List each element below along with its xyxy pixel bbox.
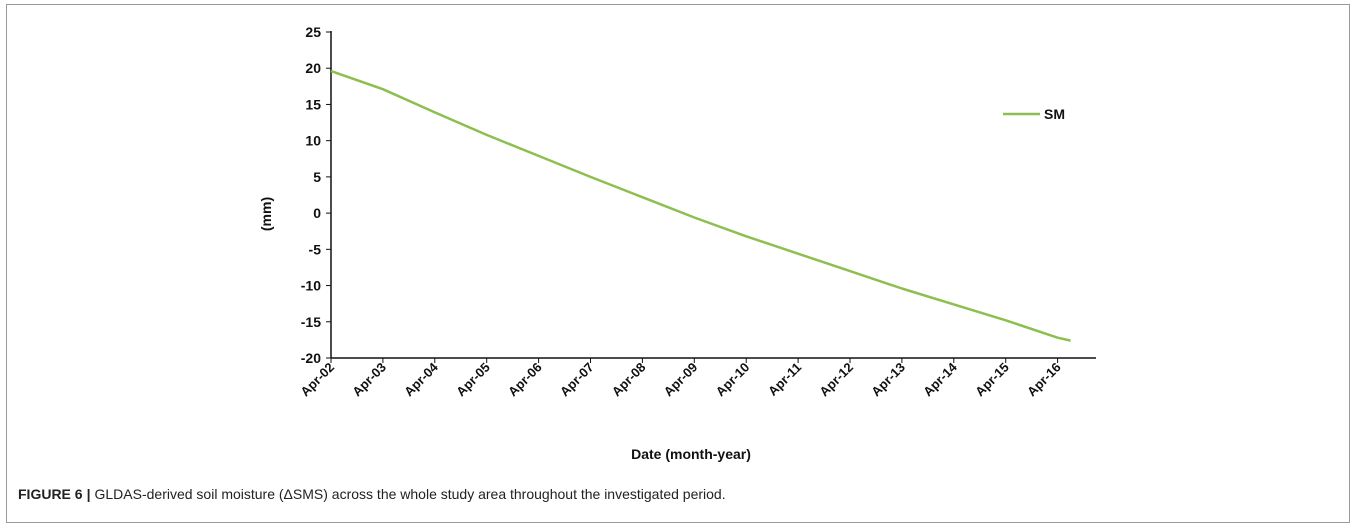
y-tick-label: 0	[313, 205, 321, 221]
x-tick-label: Apr-16	[1024, 360, 1064, 400]
y-tick-label: -5	[309, 241, 322, 257]
x-tick-label: Apr-13	[868, 360, 908, 400]
series-layer	[330, 69, 1071, 342]
x-tick-label: Apr-15	[972, 360, 1012, 400]
y-tick-label: -10	[301, 278, 321, 294]
y-tick-label: -15	[301, 314, 321, 330]
chart-axes	[326, 31, 1096, 363]
series-line-sm	[330, 69, 1071, 342]
x-tick-label: Apr-11	[765, 360, 804, 399]
caption-text: GLDAS-derived soil moisture (ΔSMS) acros…	[94, 486, 726, 502]
y-tick-label: 25	[305, 24, 321, 40]
x-tick-label: Apr-05	[453, 360, 493, 400]
figure-caption: FIGURE 6 | GLDAS-derived soil moisture (ΔS…	[18, 486, 1338, 502]
x-tick-labels: Apr-02 Apr-03 Apr-04 Apr-05 Apr-06 Apr-07 Apr-…	[297, 359, 1063, 399]
y-tick-label: -20	[301, 350, 321, 366]
y-axis-label: (mm)	[258, 197, 274, 231]
caption-separator: |	[86, 486, 91, 502]
x-axis-label: Date (month-year)	[631, 446, 751, 462]
x-tick-label: Apr-08	[609, 360, 649, 400]
legend: SM	[1003, 106, 1065, 122]
x-tick-label: Apr-12	[816, 360, 856, 400]
y-tick-labels: 25 20 15 10 5 0 -5 -10 -15 -20	[301, 24, 321, 366]
x-tick-label: Apr-10	[713, 360, 753, 400]
y-tick-label: 10	[305, 133, 321, 149]
legend-label: SM	[1044, 106, 1065, 122]
y-tick-label: 15	[305, 96, 321, 112]
x-tick-label: Apr-06	[505, 360, 545, 400]
x-tick-label: Apr-09	[661, 360, 701, 400]
x-tick-label: Apr-03	[349, 360, 389, 400]
caption-label: FIGURE 6	[18, 486, 83, 502]
y-tick-label: 5	[313, 169, 321, 185]
x-tick-label: Apr-07	[557, 360, 597, 400]
y-tick-label: 20	[305, 60, 321, 76]
x-tick-label: Apr-14	[920, 359, 960, 399]
x-tick-label: Apr-04	[401, 359, 441, 399]
figure-frame	[6, 4, 1350, 523]
